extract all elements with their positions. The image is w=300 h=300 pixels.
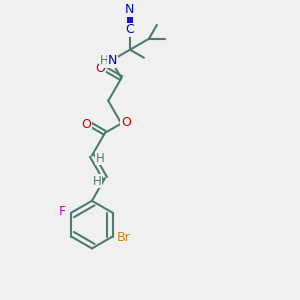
Text: O: O — [82, 118, 91, 131]
Text: O: O — [96, 62, 106, 75]
Text: Br: Br — [117, 232, 130, 244]
Text: N: N — [108, 54, 117, 67]
Text: F: F — [59, 205, 66, 218]
Text: C: C — [125, 23, 134, 36]
Text: H: H — [96, 152, 104, 165]
Text: O: O — [121, 116, 130, 128]
Text: H: H — [100, 54, 108, 67]
Text: H: H — [92, 175, 101, 188]
Text: N: N — [125, 3, 134, 16]
